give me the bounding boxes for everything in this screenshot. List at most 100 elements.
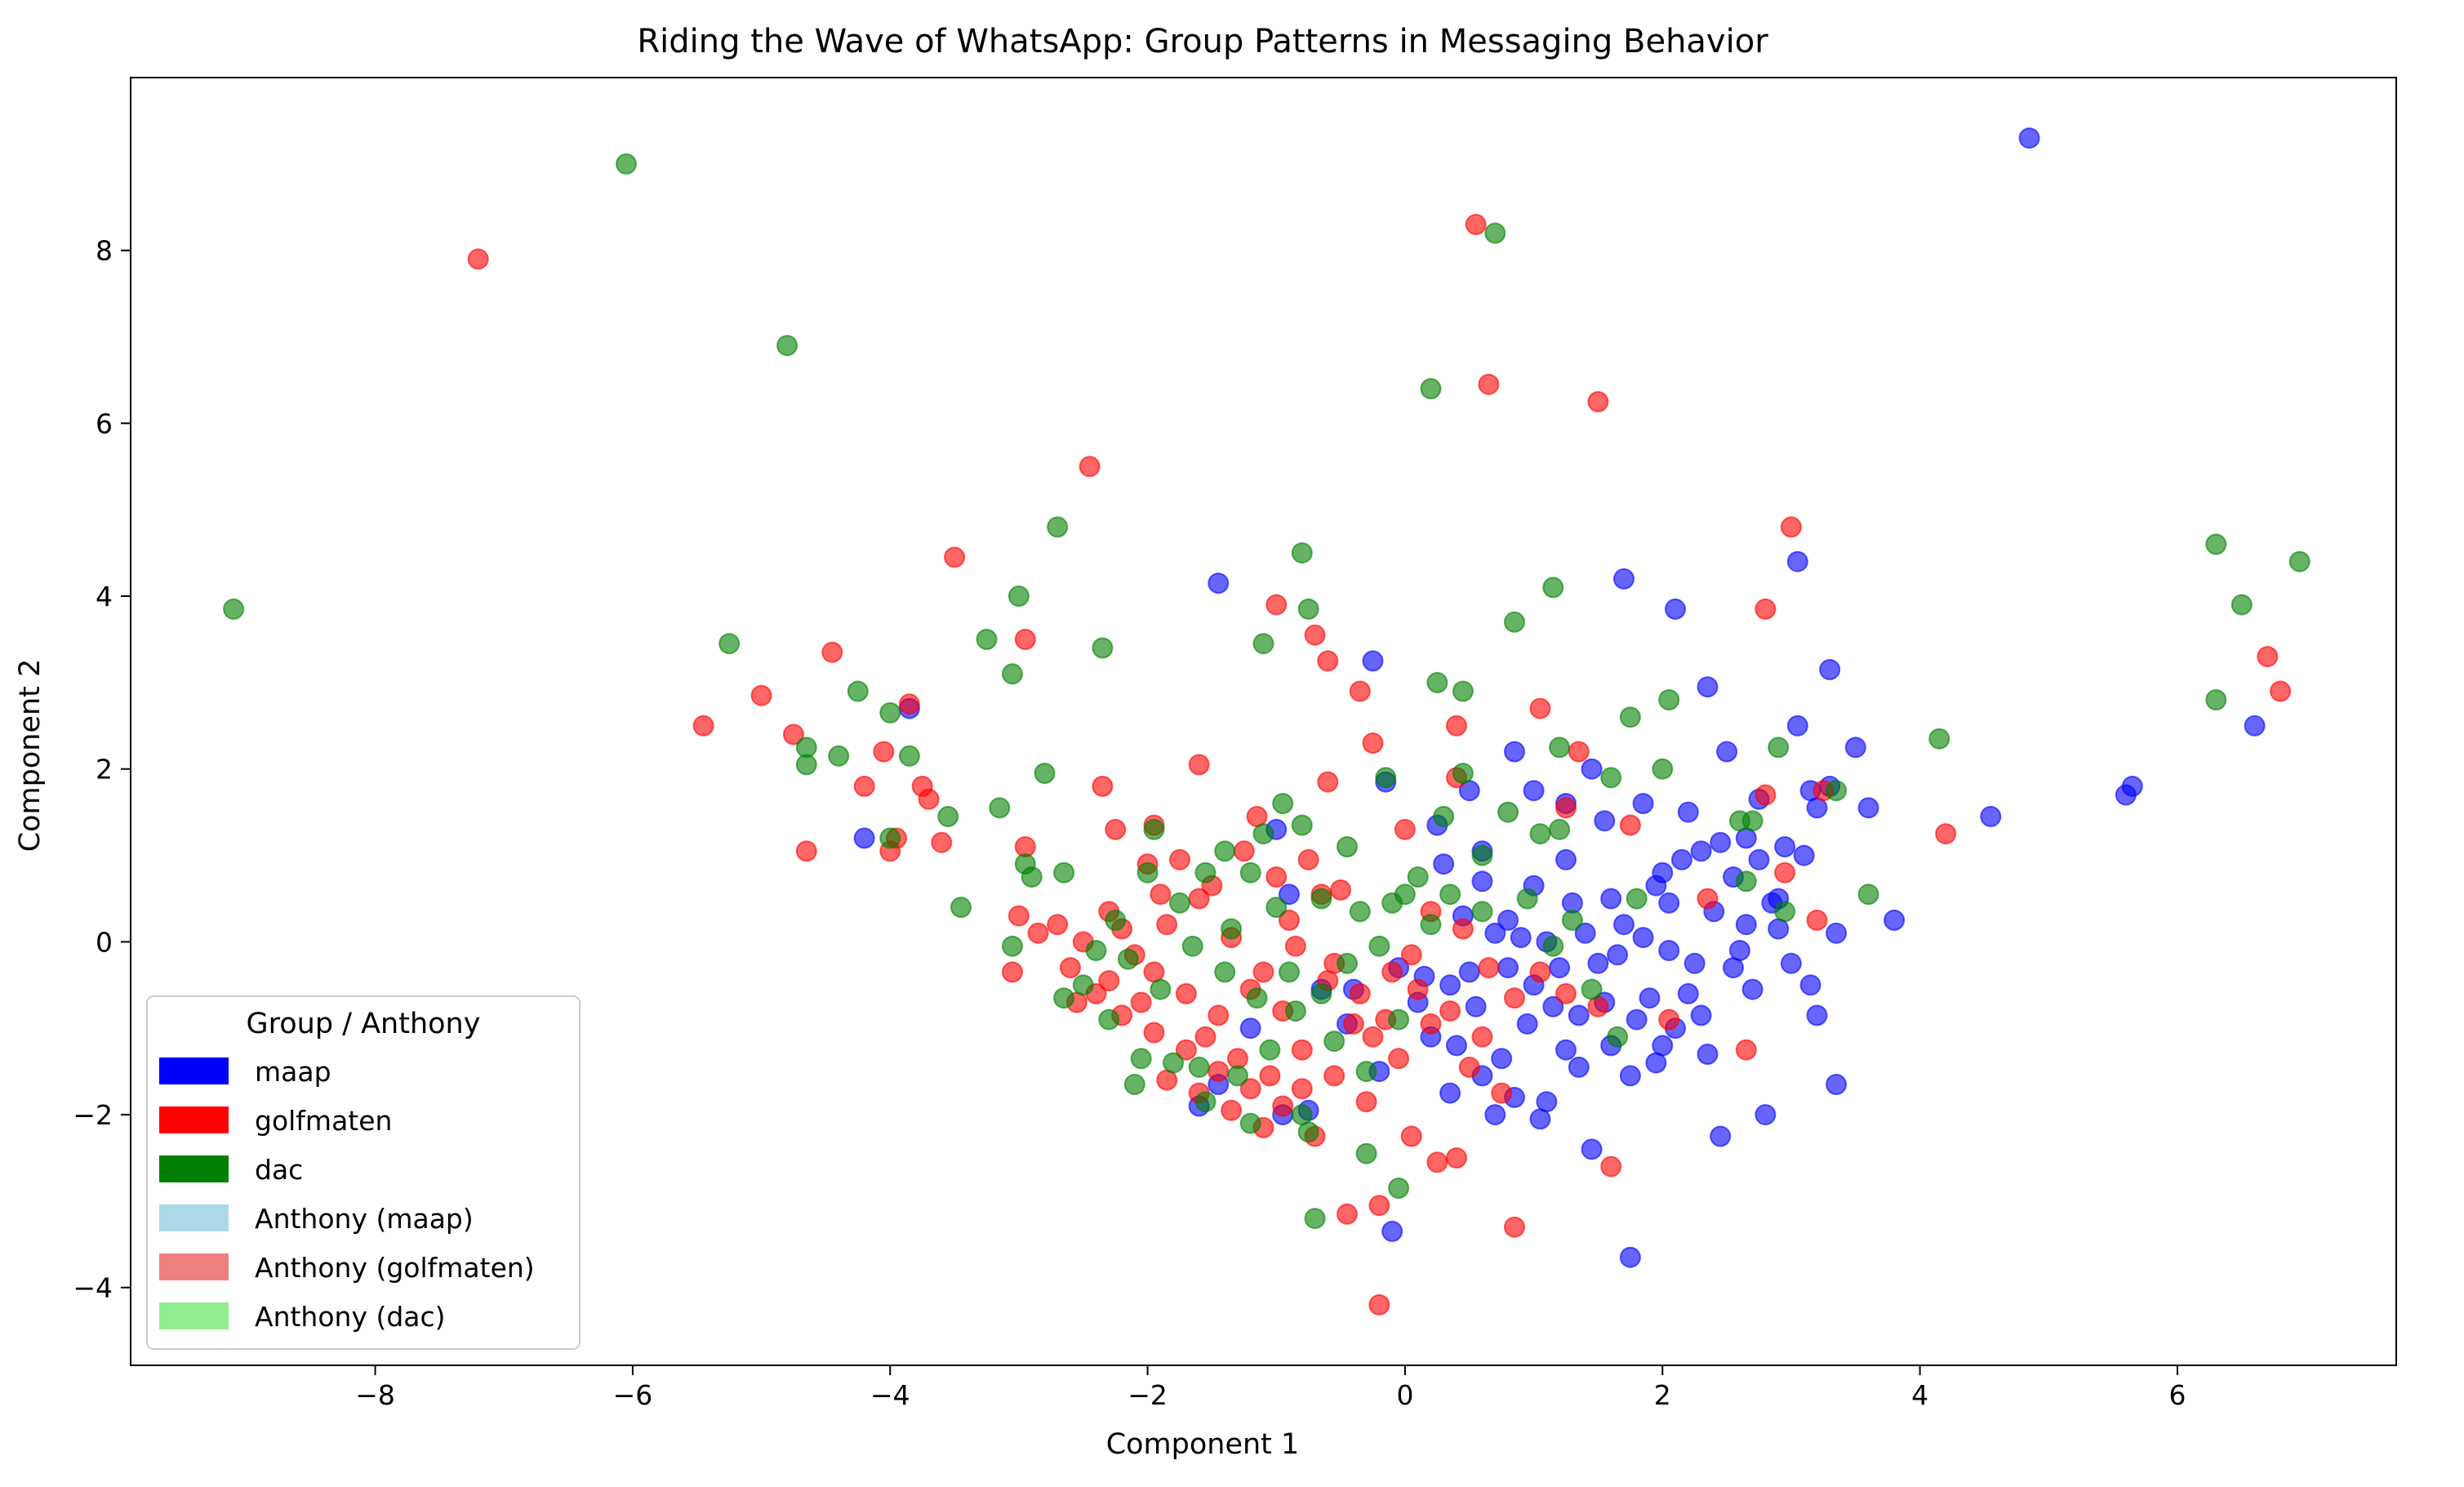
- data-point-maap: [1690, 1004, 1712, 1026]
- data-point-maap: [1439, 1082, 1461, 1104]
- data-point-golfmaten: [1388, 1048, 1410, 1070]
- data-point-golfmaten: [1774, 861, 1796, 884]
- data-point-golfmaten: [1060, 957, 1081, 979]
- data-point-dac: [1297, 598, 1319, 620]
- legend-swatch: [159, 1057, 229, 1084]
- data-point-maap: [1491, 1048, 1513, 1070]
- data-point-golfmaten: [1394, 818, 1416, 840]
- data-point-maap: [1439, 974, 1461, 996]
- data-point-maap: [1793, 844, 1815, 866]
- data-point-maap: [1755, 1104, 1777, 1126]
- data-point-dac: [1735, 870, 1757, 893]
- y-axis-ticks: −4 −2 0 2 4 6 8: [73, 235, 131, 1304]
- data-point-golfmaten: [1478, 957, 1500, 979]
- data-point-dac: [1516, 888, 1538, 910]
- data-point-golfmaten: [1355, 1091, 1377, 1113]
- data-point-maap: [1980, 805, 2002, 827]
- data-point-golfmaten: [1420, 1013, 1442, 1035]
- data-point-dac: [879, 827, 901, 849]
- data-point-dac: [1098, 1008, 1120, 1031]
- y-tick-label: 4: [96, 581, 113, 612]
- data-point-maap: [1279, 884, 1300, 906]
- data-point-maap: [1381, 1220, 1403, 1242]
- data-point-golfmaten: [1780, 516, 1802, 538]
- x-tick-label: −8: [355, 1379, 395, 1411]
- data-point-golfmaten: [1587, 390, 1609, 412]
- data-point-golfmaten: [1697, 888, 1719, 910]
- data-point-golfmaten: [1105, 818, 1127, 840]
- x-tick-label: 2: [1654, 1379, 1671, 1411]
- data-point-golfmaten: [1156, 914, 1178, 936]
- data-point-maap: [1677, 982, 1699, 1004]
- data-point-maap: [1619, 1246, 1641, 1268]
- data-point-dac: [1607, 1026, 1629, 1048]
- data-point-maap: [1826, 922, 1848, 944]
- data-point-maap: [1884, 909, 1906, 931]
- data-point-golfmaten: [1279, 909, 1300, 931]
- data-point-maap: [1581, 758, 1603, 780]
- data-point-maap: [1774, 836, 1796, 857]
- data-point-dac: [1407, 866, 1429, 888]
- data-point-golfmaten: [2257, 646, 2279, 668]
- data-point-dac: [1272, 793, 1294, 814]
- data-point-maap: [1645, 875, 1667, 897]
- data-point-dac: [1252, 823, 1274, 845]
- data-point-dac: [1194, 1091, 1216, 1113]
- data-point-dac: [1497, 801, 1519, 823]
- data-point-golfmaten: [2270, 680, 2292, 702]
- data-point-golfmaten: [1465, 213, 1487, 235]
- data-point-dac: [1163, 1052, 1185, 1074]
- data-point-dac: [1439, 884, 1461, 906]
- y-tick-label: 2: [96, 754, 113, 786]
- data-point-maap: [1446, 1035, 1467, 1057]
- data-point-maap: [1658, 892, 1680, 914]
- data-point-dac: [1265, 897, 1288, 919]
- y-tick-label: 0: [96, 926, 113, 958]
- data-point-dac: [1542, 935, 1564, 957]
- data-point-dac: [1304, 1208, 1326, 1230]
- data-point-maap: [1710, 831, 1732, 853]
- data-point-dac: [1188, 1056, 1210, 1078]
- data-point-golfmaten: [1297, 848, 1319, 870]
- data-point-maap: [1780, 952, 1802, 974]
- data-point-dac: [1741, 810, 1763, 832]
- legend-title: Group / Anthony: [247, 1008, 481, 1040]
- x-tick-label: 6: [2168, 1379, 2186, 1411]
- data-point-golfmaten: [1735, 1039, 1757, 1061]
- data-point-dac: [1169, 892, 1190, 914]
- data-point-dac: [795, 754, 817, 776]
- data-point-maap: [1587, 952, 1609, 974]
- data-point-dac: [1143, 818, 1165, 840]
- data-point-maap: [1658, 940, 1680, 961]
- data-point-golfmaten: [1175, 982, 1197, 1004]
- data-point-maap: [1786, 715, 1808, 737]
- data-point-dac: [1007, 585, 1030, 607]
- y-tick-label: 8: [96, 235, 113, 267]
- data-point-dac: [1394, 884, 1416, 906]
- data-point-dac: [1337, 952, 1358, 974]
- data-point-dac: [1053, 987, 1075, 1009]
- data-point-golfmaten: [1342, 1013, 1364, 1035]
- data-point-golfmaten: [1362, 1026, 1384, 1048]
- data-point-dac: [1291, 814, 1313, 836]
- data-point-golfmaten: [1471, 1026, 1493, 1048]
- points-layer: [223, 127, 2311, 1316]
- y-axis-label: Component 2: [14, 659, 47, 853]
- data-point-golfmaten: [1349, 680, 1371, 702]
- data-point-dac: [1426, 671, 1448, 693]
- x-tick-label: 0: [1396, 1379, 1413, 1411]
- data-point-maap: [1600, 888, 1622, 910]
- data-point-dac: [1388, 1178, 1410, 1199]
- data-point-golfmaten: [1368, 1195, 1390, 1217]
- data-point-maap: [1471, 870, 1493, 893]
- legend-label: Anthony (golfmaten): [255, 1252, 535, 1284]
- x-axis-label: Component 1: [1106, 1428, 1300, 1461]
- data-point-golfmaten: [1291, 1039, 1313, 1061]
- data-point-golfmaten: [1755, 598, 1777, 620]
- legend-label: golfmaten: [255, 1105, 392, 1137]
- data-point-dac: [1471, 844, 1493, 866]
- data-point-dac: [1355, 1061, 1377, 1083]
- data-point-maap: [1626, 1008, 1648, 1031]
- data-point-dac: [989, 797, 1011, 819]
